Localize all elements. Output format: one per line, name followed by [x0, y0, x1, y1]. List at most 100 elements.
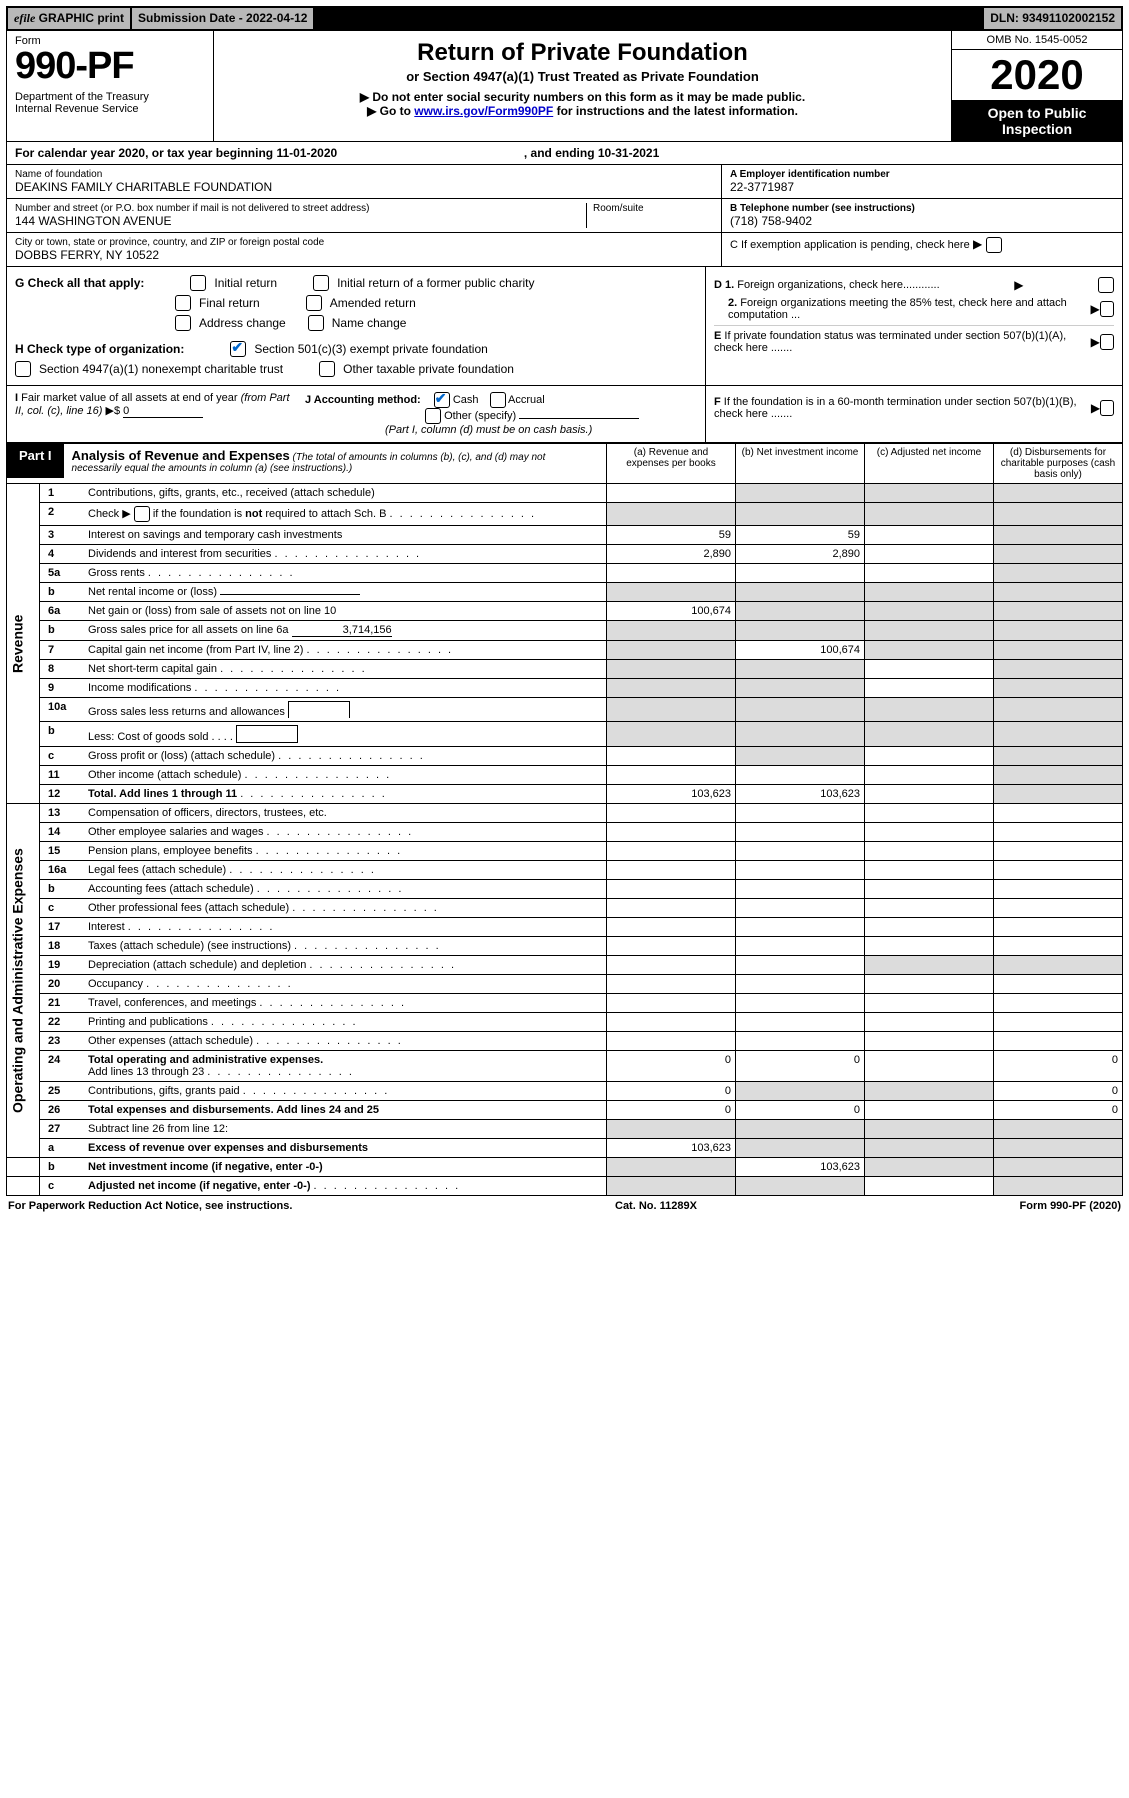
table-row: 4Dividends and interest from securities … [7, 545, 1123, 564]
table-row: 19Depreciation (attach schedule) and dep… [7, 956, 1123, 975]
c-checkbox[interactable] [986, 237, 1002, 253]
table-row: bAccounting fees (attach schedule) [7, 880, 1123, 899]
table-row: Operating and Administrative Expenses 13… [7, 804, 1123, 823]
city-cell: City or town, state or province, country… [7, 233, 721, 266]
col-a-header: (a) Revenue and expenses per books [607, 444, 736, 484]
city-state-zip: DOBBS FERRY, NY 10522 [15, 248, 713, 262]
table-row: cAdjusted net income (if negative, enter… [7, 1177, 1123, 1196]
table-row: bNet rental income or (loss) [7, 583, 1123, 602]
table-row: 9Income modifications [7, 679, 1123, 698]
cash-checkbox[interactable] [434, 392, 450, 408]
col-c-header: (c) Adjusted net income [865, 444, 994, 484]
form-header: Form 990-PF Department of the Treasury I… [6, 31, 1123, 142]
ein-value: 22-3771987 [730, 180, 1114, 194]
table-row: 17Interest [7, 918, 1123, 937]
table-row: Revenue 1Contributions, gifts, grants, e… [7, 484, 1123, 503]
d2-checkbox[interactable] [1100, 301, 1114, 317]
table-row: 26Total expenses and disbursements. Add … [7, 1101, 1123, 1120]
table-row: 23Other expenses (attach schedule) [7, 1032, 1123, 1051]
dept-label: Department of the Treasury Internal Reve… [15, 91, 205, 115]
initial-former-checkbox[interactable] [313, 275, 329, 291]
exempt-checkbox[interactable] [230, 341, 246, 357]
address-change-checkbox[interactable] [175, 315, 191, 331]
open-inspection: Open to PublicInspection [952, 100, 1122, 141]
table-row: bLess: Cost of goods sold . . . . [7, 722, 1123, 747]
d1-checkbox[interactable] [1098, 277, 1114, 293]
table-row: 27Subtract line 26 from line 12: [7, 1120, 1123, 1139]
table-row: 16aLegal fees (attach schedule) [7, 861, 1123, 880]
street-address: 144 WASHINGTON AVENUE [15, 214, 586, 228]
h-row: H Check type of organization: Section 50… [15, 339, 697, 359]
schb-checkbox[interactable] [134, 506, 150, 522]
cat-number: Cat. No. 11289X [615, 1200, 697, 1212]
nonexempt-checkbox[interactable] [15, 361, 31, 377]
table-row: aExcess of revenue over expenses and dis… [7, 1139, 1123, 1158]
table-row: 11Other income (attach schedule) [7, 766, 1123, 785]
tax-year: 2020 [952, 50, 1122, 100]
form-note2: ▶ Go to www.irs.gov/Form990PF for instru… [224, 104, 941, 118]
form-subtitle: or Section 4947(a)(1) Trust Treated as P… [224, 69, 941, 84]
table-row: 10aGross sales less returns and allowanc… [7, 698, 1123, 722]
final-return-checkbox[interactable] [175, 295, 191, 311]
dln: DLN: 93491102002152 [984, 8, 1121, 29]
name-change-checkbox[interactable] [308, 315, 324, 331]
table-row: cOther professional fees (attach schedul… [7, 899, 1123, 918]
address-cell: Number and street (or P.O. box number if… [7, 199, 721, 233]
foundation-name: DEAKINS FAMILY CHARITABLE FOUNDATION [15, 180, 713, 194]
table-row: cGross profit or (loss) (attach schedule… [7, 747, 1123, 766]
table-row: 12Total. Add lines 1 through 11 103,6231… [7, 785, 1123, 804]
expenses-side-label: Operating and Administrative Expenses [7, 804, 40, 1158]
submission-date: Submission Date - 2022-04-12 [132, 8, 315, 29]
irs-link[interactable]: www.irs.gov/Form990PF [414, 104, 553, 118]
form-note1: ▶ Do not enter social security numbers o… [224, 90, 941, 104]
foundation-name-cell: Name of foundation DEAKINS FAMILY CHARIT… [7, 165, 721, 199]
table-row: 5aGross rents [7, 564, 1123, 583]
table-row: 3Interest on savings and temporary cash … [7, 526, 1123, 545]
table-row: 2 Check ▶ if the foundation is not requi… [7, 503, 1123, 526]
form-number: 990-PF [15, 47, 205, 85]
col-d-header: (d) Disbursements for charitable purpose… [994, 444, 1123, 484]
table-row: 15Pension plans, employee benefits [7, 842, 1123, 861]
initial-return-checkbox[interactable] [190, 275, 206, 291]
form-title: Return of Private Foundation [224, 39, 941, 67]
c-check-cell: C If exemption application is pending, c… [722, 233, 1122, 261]
omb-number: OMB No. 1545-0052 [952, 31, 1122, 50]
j-block: J Accounting method: Cash Accrual Other … [295, 392, 697, 436]
other-method-checkbox[interactable] [425, 408, 441, 424]
form-ref: Form 990-PF (2020) [1020, 1200, 1122, 1212]
section-g-d: G Check all that apply: Initial return I… [6, 267, 1123, 386]
fmv-value: 0 [123, 405, 203, 418]
e-checkbox[interactable] [1100, 334, 1114, 350]
table-row: 6aNet gain or (loss) from sale of assets… [7, 602, 1123, 621]
year-block: OMB No. 1545-0052 2020 Open to PublicIns… [951, 31, 1122, 141]
f-checkbox[interactable] [1100, 400, 1114, 416]
amended-return-checkbox[interactable] [306, 295, 322, 311]
accrual-checkbox[interactable] [490, 392, 506, 408]
other-taxable-checkbox[interactable] [319, 361, 335, 377]
phone-cell: B Telephone number (see instructions) (7… [722, 199, 1122, 233]
table-row: 7Capital gain net income (from Part IV, … [7, 641, 1123, 660]
table-row: 22Printing and publications [7, 1013, 1123, 1032]
table-row: 8Net short-term capital gain [7, 660, 1123, 679]
identity-block: Name of foundation DEAKINS FAMILY CHARIT… [6, 165, 1123, 267]
footer: For Paperwork Reduction Act Notice, see … [6, 1196, 1123, 1216]
table-row: bNet investment income (if negative, ent… [7, 1158, 1123, 1177]
table-row: 24Total operating and administrative exp… [7, 1051, 1123, 1082]
form-number-block: Form 990-PF Department of the Treasury I… [7, 31, 214, 141]
table-row: bGross sales price for all assets on lin… [7, 621, 1123, 641]
section-i-j-f: I Fair market value of all assets at end… [6, 386, 1123, 443]
col-b-header: (b) Net investment income [736, 444, 865, 484]
table-row: 25Contributions, gifts, grants paid 00 [7, 1082, 1123, 1101]
table-row: 18Taxes (attach schedule) (see instructi… [7, 937, 1123, 956]
part1-label: Part I [7, 444, 64, 478]
paperwork-notice: For Paperwork Reduction Act Notice, see … [8, 1200, 292, 1212]
room-label: Room/suite [593, 203, 713, 214]
form-title-block: Return of Private Foundation or Section … [214, 31, 951, 141]
g-row: G Check all that apply: Initial return I… [15, 273, 697, 293]
calendar-year-row: For calendar year 2020, or tax year begi… [6, 142, 1123, 165]
part1-table: Part I Analysis of Revenue and Expenses … [6, 443, 1123, 1196]
ein-cell: A Employer identification number 22-3771… [722, 165, 1122, 199]
table-row: 21Travel, conferences, and meetings [7, 994, 1123, 1013]
part1-title: Analysis of Revenue and Expenses [72, 448, 290, 463]
table-row: 20Occupancy [7, 975, 1123, 994]
